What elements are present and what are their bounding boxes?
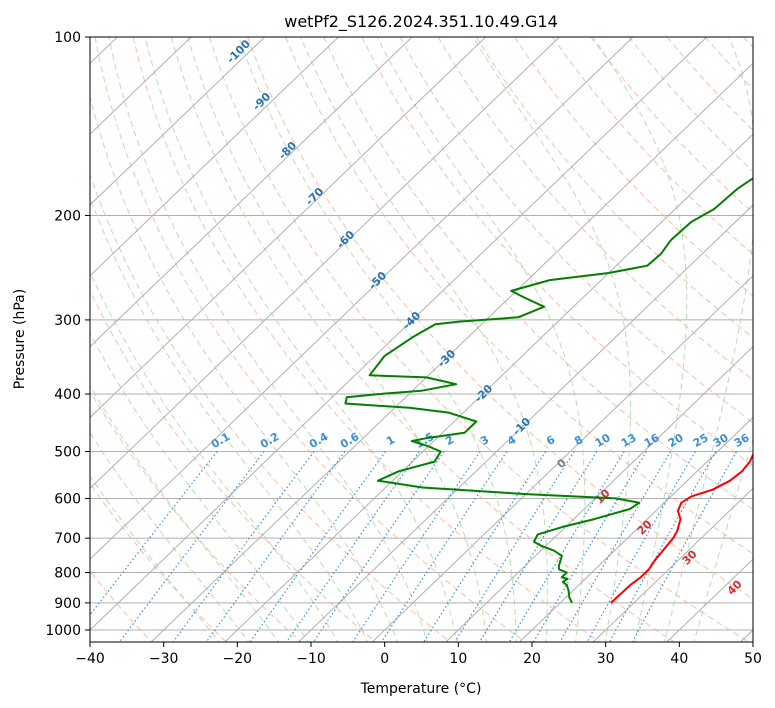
x-tick-label: 20: [523, 651, 541, 667]
dry-adiabat-line: [90, 289, 377, 642]
temperature-profile: [610, 452, 753, 604]
x-tick-label: 30: [597, 651, 615, 667]
dry-adiabat-line: [399, 37, 753, 424]
moist-adiabat-line: [663, 37, 753, 642]
dry-adiabat-line: [94, 37, 526, 642]
isotherm-line: [90, 37, 487, 419]
dry-adiabat-line: [475, 37, 753, 339]
moist-adiabat-line: [108, 37, 428, 642]
mixing-ratio-line: [118, 451, 265, 642]
moist-adiabat-line: [376, 37, 586, 642]
y-tick-label: 600: [54, 491, 81, 507]
x-tick-label: −10: [296, 651, 326, 667]
dry-adiabat-line: [323, 37, 753, 510]
mixing-ratio-line: [380, 451, 508, 642]
dry-adiabat-line: [513, 37, 753, 297]
y-tick-label: 1000: [45, 623, 81, 639]
y-tick-label: 100: [54, 30, 81, 46]
x-axis-ticks: −40 −30 −20 −10 0 10 20 30 40 50: [75, 642, 762, 667]
dry-adiabat-line: [90, 173, 452, 642]
moist-adiabat-line: [90, 475, 220, 642]
isotherm-line: [90, 37, 413, 348]
isotherm-line: [150, 62, 753, 642]
isotherm-line: [90, 37, 634, 560]
moist-adiabat-line: [90, 270, 339, 642]
x-tick-label: 50: [744, 651, 762, 667]
dry-adiabat-line: [208, 37, 750, 642]
dry-adiabat-line: [132, 37, 601, 642]
x-tick-label: −40: [75, 651, 105, 667]
dry-adiabat-line: [247, 37, 753, 600]
mixing-ratio-line: [90, 451, 218, 616]
moist-adiabat-line: [90, 384, 280, 642]
sounding-series: [344, 177, 753, 604]
mixing-ratio-line: [586, 451, 696, 642]
x-tick-label: 40: [670, 651, 688, 667]
isotherm-line: [445, 345, 753, 642]
x-tick-label: 0: [380, 651, 389, 667]
isotherm-line: [224, 133, 753, 642]
isotherm-line: [592, 487, 753, 642]
y-axis-ticks: 100 200 300 400 500 600 700 800 900 1000: [45, 30, 90, 639]
dewpoint-profile: [344, 177, 753, 604]
moist-adiabat-line: [90, 432, 250, 642]
moist-adiabat-line: [693, 437, 753, 642]
mixing-ratio-line: [423, 451, 547, 642]
mixing-ratio-line: [559, 451, 672, 642]
y-tick-label: 400: [54, 387, 81, 403]
isotherm-line: [90, 37, 266, 206]
y-tick-label: 700: [54, 531, 81, 547]
moist-adiabat-line: [238, 37, 517, 642]
isotherm-line: [518, 416, 753, 642]
isotherm-line: [90, 37, 560, 490]
moist-adiabat-line: [90, 332, 309, 642]
isotherm-line: [90, 37, 339, 277]
x-tick-label: −20: [223, 651, 253, 667]
isotherm-grid: [90, 37, 753, 642]
x-tick-label: −30: [149, 651, 179, 667]
y-tick-label: 200: [54, 209, 81, 225]
y-tick-label: 500: [54, 444, 81, 460]
x-axis-title: Temperature (°C): [360, 681, 482, 697]
isotherm-line: [297, 204, 753, 642]
dry-adiabat-line: [285, 37, 753, 555]
y-axis-title: Pressure (hPa): [12, 289, 28, 389]
y-tick-label: 800: [54, 566, 81, 582]
moist-adiabat-line: [90, 94, 398, 642]
moist-adiabat-line: [592, 37, 688, 642]
y-tick-label: 300: [54, 313, 81, 329]
moist-adiabat-line: [300, 37, 548, 642]
isotherm-line: [90, 37, 708, 631]
mixing-ratio-line: [351, 451, 481, 642]
plot-area: -100-90-80-70-60-50-40-30-20-100.1 0.2 0.4…: [90, 37, 753, 642]
x-tick-label: 10: [449, 651, 467, 667]
y-tick-label: 900: [54, 596, 81, 612]
dry-adiabat-line: [90, 390, 302, 642]
isotherm-line: [371, 275, 753, 642]
plot-frame: [89, 36, 754, 643]
chart-title: wetPf2_S126.2024.351.10.49.G14: [284, 12, 558, 32]
mixing-ratio-line: [249, 451, 386, 642]
